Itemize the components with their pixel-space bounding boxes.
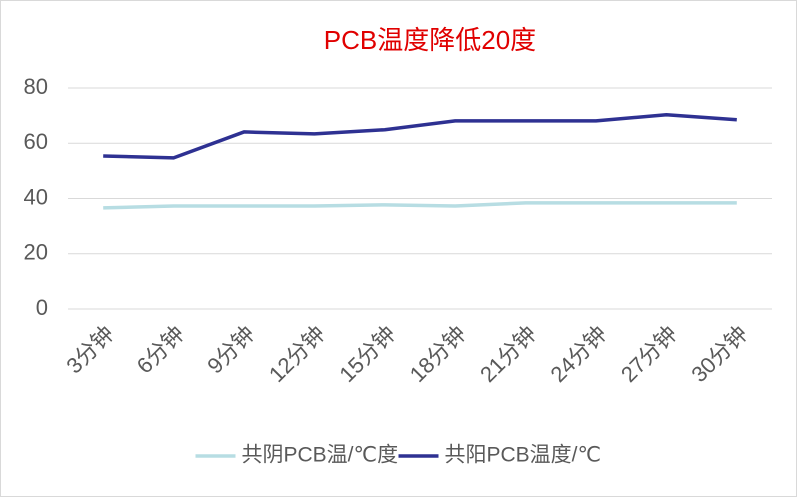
chart-title: PCB温度降低20度 — [324, 25, 536, 55]
y-tick-label: 40 — [24, 184, 48, 209]
series-line — [103, 113, 737, 160]
legend-label: 共阳PCB温度/℃ — [445, 444, 602, 467]
y-tick-label: 60 — [24, 129, 48, 154]
y-tick-label: 80 — [24, 74, 48, 99]
y-tick-label: 0 — [36, 295, 48, 320]
y-tick-label: 20 — [24, 240, 48, 265]
series-line — [103, 201, 737, 210]
legend-label: 共阴PCB温/℃度 — [242, 444, 399, 467]
